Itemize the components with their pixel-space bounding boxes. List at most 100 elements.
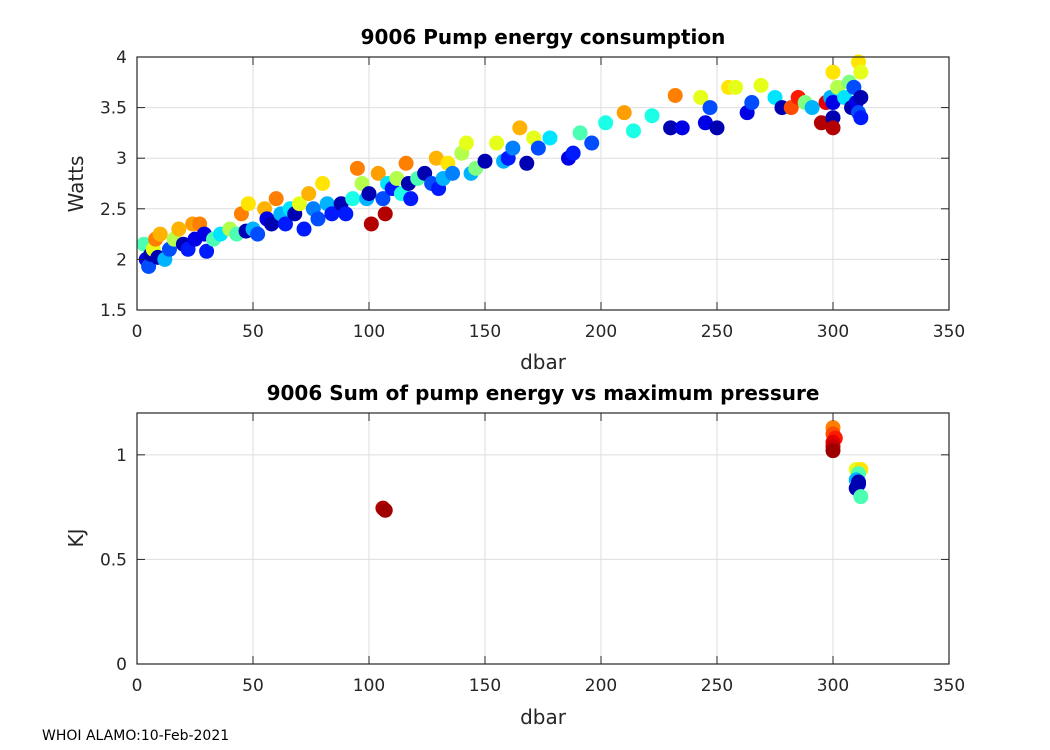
top-data-point: [598, 115, 614, 131]
top-data-point: [345, 191, 361, 207]
bottom-x-tick-label: 50: [242, 676, 264, 696]
top-y-tick-label: 3: [116, 149, 127, 169]
top-data-point: [825, 64, 841, 80]
bottom-y-tick-label: 1: [116, 446, 127, 466]
top-y-tick-label: 3.5: [100, 99, 127, 119]
top-x-tick-label: 150: [469, 322, 501, 342]
top-data-point: [625, 123, 641, 139]
top-data-point: [389, 170, 405, 186]
top-data-point: [644, 108, 660, 124]
top-data-point: [616, 105, 632, 121]
bottom-y-tick-label: 0: [116, 655, 127, 675]
top-x-tick-label: 0: [132, 322, 143, 342]
bottom-x-tick-label: 300: [817, 676, 849, 696]
top-data-point: [403, 191, 419, 207]
top-data-point: [324, 206, 340, 222]
top-data-point: [428, 150, 444, 166]
top-x-tick-label: 300: [817, 322, 849, 342]
top-data-point: [141, 258, 157, 274]
top-data-point: [363, 216, 379, 232]
top-y-tick-label: 2.5: [100, 200, 127, 220]
top-data-point: [310, 211, 326, 227]
top-data-point: [667, 87, 683, 103]
top-data-point: [728, 79, 744, 95]
top-data-point: [693, 89, 709, 105]
top-data-point: [702, 100, 718, 116]
bottom-plot-area: 0 50 100 150 200 250 300 350 0 0.5 1: [100, 412, 965, 696]
top-data-point: [338, 206, 354, 222]
top-data-point: [477, 153, 493, 169]
top-data-point: [853, 89, 869, 105]
top-x-tick-label: 200: [585, 322, 617, 342]
top-data-point: [489, 135, 505, 151]
top-axes-box: [136, 56, 950, 311]
top-chart-title: 9006 Pump energy consumption: [361, 25, 726, 49]
top-data-point: [377, 206, 393, 222]
top-data-point: [171, 221, 187, 237]
top-data-point: [663, 120, 679, 136]
top-data-point: [296, 221, 312, 237]
top-data-point: [584, 135, 600, 151]
top-x-tick-label: 350: [933, 322, 965, 342]
top-data-point: [853, 64, 869, 80]
bottom-data-point: [851, 474, 867, 490]
top-data-point: [375, 191, 391, 207]
top-data-point: [349, 160, 365, 176]
top-data-point: [825, 120, 841, 136]
top-x-tick-label: 50: [242, 322, 264, 342]
bottom-y-axis-label: KJ: [64, 528, 88, 547]
top-x-tick-label: 100: [353, 322, 385, 342]
bottom-axes-box: [136, 412, 950, 665]
top-data-point: [268, 191, 284, 207]
top-data-point: [753, 77, 769, 93]
bottom-x-tick-label: 250: [701, 676, 733, 696]
top-data-point: [709, 120, 725, 136]
footer-label: WHOI ALAMO:10-Feb-2021: [42, 728, 229, 744]
top-y-tick-label: 4: [116, 48, 127, 68]
top-data-point: [301, 186, 317, 202]
top-data-point: [744, 95, 760, 111]
top-data-point: [542, 130, 558, 146]
top-data-point: [361, 186, 377, 202]
top-x-tick-label: 250: [701, 322, 733, 342]
top-data-point: [804, 100, 820, 116]
bottom-data-point: [853, 489, 869, 505]
bottom-x-tick-label: 100: [353, 676, 385, 696]
top-data-point: [250, 226, 266, 242]
top-data-point: [697, 115, 713, 131]
top-data-point: [825, 95, 841, 111]
top-data-point: [398, 155, 414, 171]
bottom-chart-title: 9006 Sum of pump energy vs maximum press…: [267, 381, 820, 405]
top-data-point: [519, 155, 535, 171]
top-data-point: [315, 176, 331, 191]
bottom-x-axis-label: dbar: [520, 705, 567, 729]
top-plot-area: 0 50 100 150 200 250 300 350 1.5 2 2.5 3 3.5 4: [100, 48, 965, 342]
top-y-axis-label: Watts: [64, 156, 88, 213]
bottom-data-point: [377, 502, 393, 518]
top-data-point: [813, 115, 829, 131]
bottom-data-point: [825, 443, 841, 459]
top-data-point: [853, 110, 869, 126]
top-data-point: [565, 145, 581, 161]
top-data-point: [512, 120, 528, 136]
top-data-point: [572, 125, 588, 141]
top-data-point: [264, 216, 280, 232]
top-data-point: [277, 216, 293, 232]
top-data-point: [240, 196, 256, 212]
top-data-point: [199, 243, 215, 259]
top-y-tick-label: 2: [116, 250, 127, 270]
top-data-point: [458, 135, 474, 151]
bottom-x-tick-label: 0: [132, 676, 143, 696]
bottom-x-tick-label: 150: [469, 676, 501, 696]
top-data-point: [530, 140, 546, 156]
top-x-axis-label: dbar: [520, 350, 567, 374]
top-data-point: [674, 120, 690, 136]
top-data-point: [370, 165, 386, 181]
bottom-x-tick-label: 200: [585, 676, 617, 696]
bottom-x-tick-label: 350: [933, 676, 965, 696]
top-data-point: [445, 165, 461, 181]
top-data-point: [291, 196, 307, 212]
top-data-point: [505, 140, 521, 156]
top-y-tick-label: 1.5: [100, 301, 127, 321]
